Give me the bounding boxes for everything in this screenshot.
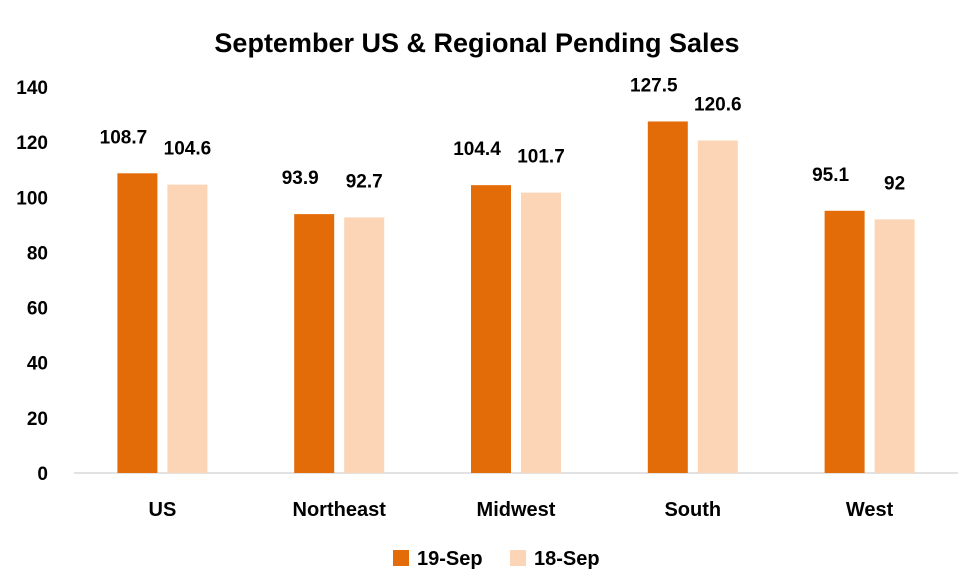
data-label: 92.7 [346, 171, 383, 192]
bars-group [117, 121, 915, 474]
x-axis: US Northeast Midwest South West [149, 499, 894, 521]
x-category-label: US [149, 499, 177, 521]
y-tick-label: 100 [16, 188, 48, 209]
bar-18-Sep-Midwest [521, 192, 561, 473]
bar-18-Sep-US [167, 184, 208, 474]
bar-19-Sep-Northeast [294, 214, 335, 473]
data-label: 93.9 [282, 168, 319, 189]
y-tick-label: 40 [27, 354, 48, 375]
legend: 19-Sep 18-Sep [393, 548, 600, 570]
y-tick-label: 140 [16, 78, 48, 99]
bar-19-Sep-South [647, 121, 688, 473]
data-label: 104.4 [453, 139, 501, 160]
bar-18-Sep-Northeast [344, 217, 385, 473]
bar-18-Sep-South [697, 140, 738, 473]
data-label: 92 [884, 173, 905, 194]
x-category-label: Northeast [293, 499, 387, 521]
y-tick-label: 0 [37, 464, 48, 485]
bar-19-Sep-US [117, 173, 158, 473]
bar-19-Sep-Midwest [471, 185, 511, 473]
data-label: 101.7 [517, 147, 565, 168]
data-labels-group: 108.7 104.6 93.9 92.7 104.4 101.7 127.5 120.6 95… [100, 75, 906, 194]
data-label: 127.5 [630, 75, 678, 96]
data-label: 104.6 [164, 139, 212, 160]
x-category-label: South [664, 499, 721, 521]
y-tick-label: 60 [27, 299, 48, 320]
bar-19-Sep-West [824, 210, 865, 473]
legend-label: 19-Sep [417, 548, 483, 570]
y-tick-label: 20 [27, 409, 48, 430]
data-label: 108.7 [100, 127, 148, 148]
y-axis: 0 20 40 60 80 100 120 140 [16, 78, 48, 485]
legend-swatch [393, 550, 409, 566]
chart-title: September US & Regional Pending Sales [214, 28, 739, 58]
data-label: 120.6 [694, 94, 742, 115]
y-tick-label: 120 [16, 133, 48, 154]
bar-18-Sep-West [874, 219, 915, 473]
x-category-label: Midwest [477, 499, 556, 521]
legend-swatch [510, 550, 526, 566]
y-tick-label: 80 [27, 243, 48, 264]
x-category-label: West [846, 499, 894, 521]
data-label: 95.1 [812, 165, 849, 186]
legend-label: 18-Sep [534, 548, 600, 570]
